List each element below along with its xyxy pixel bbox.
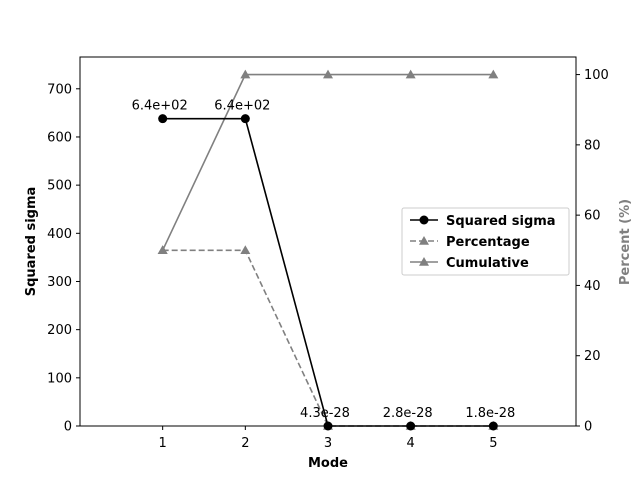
- x-tick-label: 2: [241, 436, 249, 451]
- legend-marker-percentage: [419, 236, 429, 245]
- y-left-tick-label: 100: [47, 371, 72, 386]
- data-point-percentage: [240, 245, 251, 255]
- y-right-tick-label: 100: [584, 68, 609, 83]
- legend-marker-squared-sigma: [419, 215, 429, 225]
- data-point-cumulative: [323, 69, 333, 79]
- data-label: 6.4e+02: [132, 99, 188, 114]
- y-left-axis-title: Squared sigma: [24, 187, 39, 297]
- data-point-cumulative: [488, 69, 499, 79]
- data-label: 2.8e-28: [383, 406, 433, 421]
- data-label: 4.3e-28: [300, 406, 350, 421]
- legend-box: [401, 207, 570, 276]
- x-tick-label: 3: [324, 436, 332, 451]
- data-label: 6.4e+02: [214, 99, 270, 114]
- plot-layer: 1 2 3 4 5 0 100 200 300 400 500 600 700 0 20 40 60 80 100 M…: [24, 56, 633, 471]
- legend-label-cumulative: Cumulative: [446, 256, 529, 271]
- y-right-tick-label: 40: [584, 279, 601, 294]
- y-right-tick-label: 60: [584, 209, 601, 224]
- y-right-tick-label: 20: [584, 349, 601, 364]
- series-line-percentage: [162, 249, 494, 427]
- legend-label-squared-sigma: Squared sigma: [446, 214, 556, 229]
- data-point-squared-sigma: [488, 421, 498, 431]
- y-left-tick-label: 500: [47, 179, 72, 194]
- data-point-squared-sigma: [240, 114, 250, 124]
- x-tick-label: 1: [159, 436, 167, 451]
- y-right-tick-label: 80: [584, 138, 601, 153]
- y-left-tick-label: 200: [47, 323, 72, 338]
- y-left-tick-label: 300: [47, 275, 72, 290]
- x-tick-label: 4: [407, 436, 415, 451]
- x-axis-title: Mode: [308, 456, 348, 471]
- data-point-squared-sigma: [158, 114, 168, 124]
- data-point-cumulative: [240, 69, 251, 79]
- y-left-tick-label: 700: [47, 82, 72, 97]
- data-point-cumulative: [157, 245, 168, 255]
- y-right-axis-title: Percent (%): [618, 199, 633, 285]
- y-left-tick-label: 0: [64, 420, 72, 435]
- data-point-squared-sigma: [406, 421, 416, 431]
- y-left-tick-label: 400: [47, 227, 72, 242]
- y-left-tick-label: 600: [47, 130, 72, 145]
- data-label: 1.8e-28: [465, 406, 515, 421]
- y-right-tick-label: 0: [584, 420, 592, 435]
- legend-marker-cumulative: [419, 257, 429, 266]
- legend-label-percentage: Percentage: [446, 235, 530, 250]
- data-point-squared-sigma: [323, 421, 333, 431]
- x-tick-label: 5: [489, 436, 497, 451]
- data-point-cumulative: [405, 69, 416, 79]
